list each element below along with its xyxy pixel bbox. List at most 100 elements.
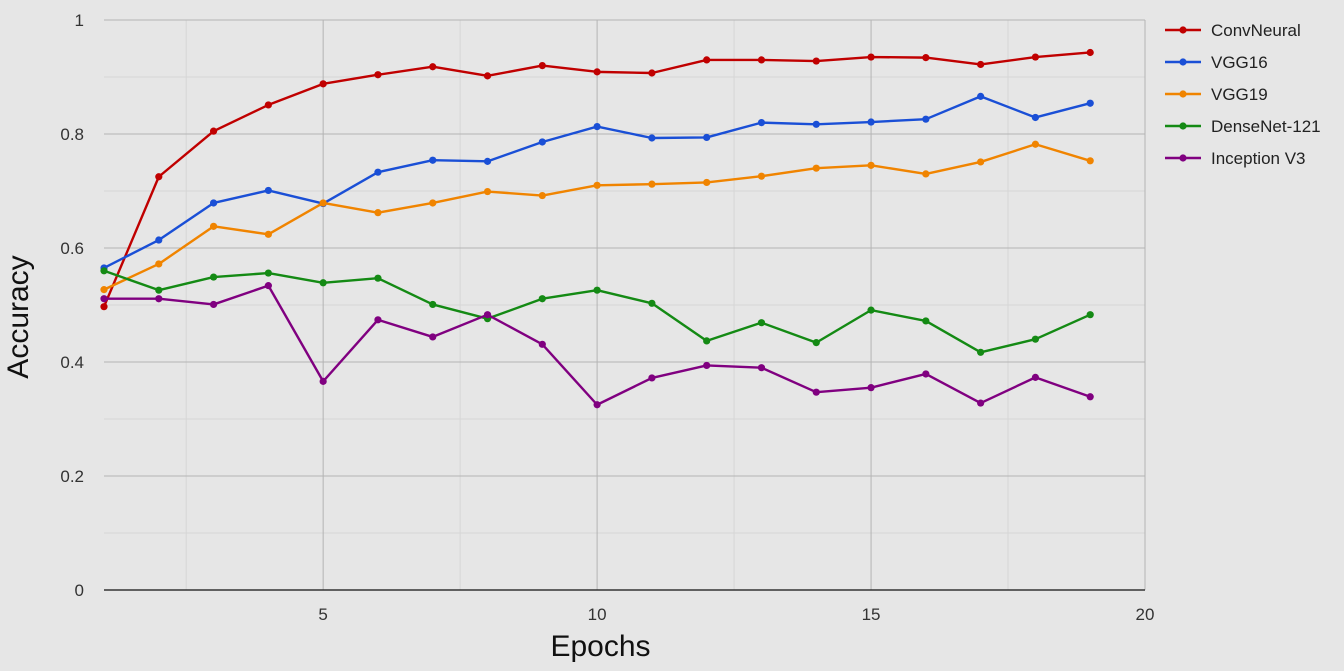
legend-item: DenseNet-121	[1165, 117, 1321, 136]
y-tick-label: 1	[75, 11, 84, 30]
data-point	[648, 180, 656, 188]
data-point	[319, 80, 327, 88]
data-point	[374, 71, 382, 79]
data-point	[374, 209, 382, 217]
legend-label: VGG19	[1211, 85, 1268, 104]
legend-label: Inception V3	[1211, 149, 1306, 168]
series-2	[100, 140, 1094, 294]
data-point	[538, 295, 546, 303]
data-point	[757, 319, 766, 327]
data-point	[703, 56, 711, 64]
data-point	[1031, 53, 1040, 61]
data-point	[593, 181, 601, 189]
data-point	[1086, 393, 1094, 401]
data-point	[100, 303, 108, 311]
y-tick-label: 0.4	[60, 353, 84, 372]
legend-swatch-marker	[1179, 90, 1187, 98]
data-point	[155, 295, 163, 303]
data-point	[374, 316, 382, 324]
data-point	[1031, 335, 1040, 343]
data-point	[757, 172, 766, 180]
data-point	[429, 156, 437, 164]
legend-label: DenseNet-121	[1211, 117, 1321, 136]
legend-swatch-marker	[1179, 26, 1187, 34]
data-point	[209, 199, 218, 207]
series-3	[100, 267, 1094, 356]
data-point	[1086, 99, 1094, 107]
series-0	[100, 48, 1094, 311]
data-point	[593, 68, 601, 76]
data-point	[100, 286, 108, 294]
data-point	[483, 157, 492, 165]
data-point	[1086, 48, 1094, 57]
data-point	[977, 158, 985, 166]
data-point	[757, 56, 766, 64]
data-point	[429, 199, 437, 207]
data-point	[977, 399, 985, 407]
data-point	[100, 295, 108, 303]
data-point	[757, 119, 766, 127]
data-point	[867, 306, 875, 314]
data-point	[264, 186, 272, 195]
data-point	[483, 187, 492, 196]
data-point	[155, 260, 163, 268]
data-point	[209, 127, 218, 135]
data-point	[703, 337, 711, 345]
y-tick-label: 0.6	[60, 239, 84, 258]
legend-item: VGG19	[1165, 85, 1268, 104]
data-point	[155, 173, 163, 181]
data-point	[100, 267, 108, 275]
data-point	[922, 170, 930, 178]
data-point	[264, 282, 272, 290]
x-tick-label: 5	[318, 605, 327, 624]
data-point	[1086, 311, 1094, 319]
data-point	[867, 118, 875, 126]
y-tick-label: 0.2	[60, 467, 84, 486]
series-1	[100, 92, 1094, 272]
legend-item: ConvNeural	[1165, 21, 1301, 40]
data-point	[374, 274, 382, 282]
legend-swatch-marker	[1179, 122, 1187, 130]
data-point	[483, 311, 492, 319]
data-point	[1031, 373, 1040, 381]
data-point	[977, 92, 985, 100]
data-point	[812, 339, 820, 347]
data-point	[867, 53, 875, 61]
data-point	[648, 374, 656, 382]
data-point	[209, 273, 218, 281]
data-point	[155, 236, 163, 244]
data-point	[1031, 140, 1040, 148]
x-tick-label: 15	[862, 605, 881, 624]
data-point	[429, 300, 437, 309]
data-point	[703, 133, 711, 142]
data-point	[703, 178, 711, 187]
legend: ConvNeural VGG16 VGG19 DenseNet-121 Inceptio…	[1165, 21, 1321, 168]
data-point	[155, 286, 163, 294]
data-point	[648, 69, 656, 77]
data-point	[593, 122, 601, 131]
y-tick-label: 0.8	[60, 125, 84, 144]
data-point	[264, 101, 272, 109]
data-point	[538, 62, 546, 70]
series-layer	[100, 48, 1094, 409]
data-point	[374, 168, 382, 176]
data-point	[648, 299, 656, 307]
legend-label: ConvNeural	[1211, 21, 1301, 40]
data-point	[319, 199, 327, 207]
data-point	[264, 230, 272, 238]
data-point	[703, 361, 711, 370]
minor-gridlines	[104, 20, 1145, 590]
data-point	[812, 388, 820, 396]
data-point	[264, 269, 272, 277]
data-point	[977, 60, 985, 69]
data-point	[209, 300, 218, 309]
data-point	[1086, 157, 1094, 165]
data-point	[812, 120, 820, 128]
x-tick-label: 10	[588, 605, 607, 624]
data-point	[429, 333, 437, 341]
legend-label: VGG16	[1211, 53, 1268, 72]
x-tick-label: 20	[1136, 605, 1155, 624]
y-axis-title: Accuracy	[2, 255, 35, 378]
